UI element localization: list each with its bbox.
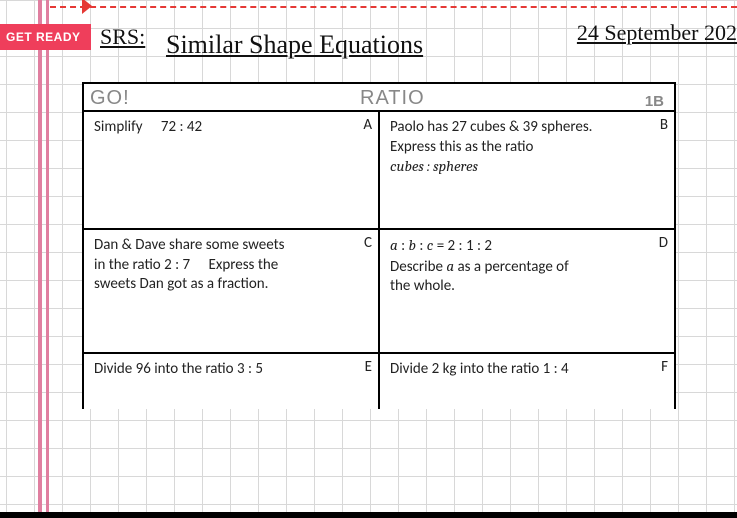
margin-rule-left-2: [46, 0, 49, 518]
cell-letter-a: A: [363, 116, 372, 136]
page-header: SRS: Similar Shape Equations 24 Septembe…: [100, 20, 737, 70]
cell-b: B Paolo has 27 cubes & 39 spheres. Expre…: [379, 111, 675, 229]
bottom-edge: [0, 512, 737, 518]
cell-b-line1: Paolo has 27 cubes & 39 spheres.: [390, 118, 592, 136]
panel-header: GO! RATIO 1B: [82, 82, 676, 110]
cell-letter-c: C: [364, 234, 372, 254]
topic-label: RATIO: [360, 87, 645, 110]
cell-f: F Divide 2 kg into the ratio 1 : 4: [379, 353, 675, 409]
page-title: Similar Shape Equations: [166, 30, 423, 60]
cell-d-line2: Describe a as a percentage of: [390, 258, 569, 276]
cell-b-line2: Express this as the ratio: [390, 138, 533, 156]
cell-c: C Dan & Dave share some sweets in the ra…: [83, 229, 379, 353]
question-panel: GO! RATIO 1B A Simplify 72 : 42 B Paolo …: [82, 82, 676, 409]
red-dashed-arrow-line: [50, 6, 737, 8]
cell-a-text: Simplify 72 : 42: [94, 118, 202, 136]
srs-label: SRS:: [100, 24, 145, 50]
cell-d-line3: the whole.: [390, 277, 455, 295]
cell-a: A Simplify 72 : 42: [83, 111, 379, 229]
cell-e: E Divide 96 into the ratio 3 : 5: [83, 353, 379, 409]
d-line2var: a: [446, 257, 454, 275]
cell-c-line2: in the ratio 2 : 7 Express the: [94, 256, 278, 274]
cell-letter-b: B: [660, 116, 668, 136]
red-arrowhead-icon: [82, 0, 92, 14]
sep2: :: [416, 237, 427, 255]
level-label: 1B: [645, 93, 668, 110]
cell-b-line3: cubes : spheres: [390, 157, 478, 175]
get-ready-badge: GET READY: [0, 24, 91, 50]
cell-e-text: Divide 96 into the ratio 3 : 5: [94, 360, 263, 378]
sep1: :: [398, 237, 409, 255]
cell-letter-e: E: [365, 358, 372, 378]
cell-c-line1: Dan & Dave share some sweets: [94, 236, 285, 254]
go-label: GO!: [90, 87, 360, 110]
page-date: 24 September 202: [577, 20, 737, 46]
cell-c-line3: sweets Dan got as a fraction.: [94, 275, 268, 293]
d-line2b: as a percentage of: [454, 258, 569, 276]
var-b: b: [409, 236, 416, 254]
question-grid: A Simplify 72 : 42 B Paolo has 27 cubes …: [82, 110, 676, 409]
cell-letter-f: F: [661, 358, 668, 378]
expr-eq: = 2 : 1 : 2: [433, 237, 492, 255]
d-line2a: Describe: [390, 258, 446, 276]
margin-rule-left: [38, 0, 42, 518]
cell-d: D a : b : c = 2 : 1 : 2 Describe a as a …: [379, 229, 675, 353]
cell-d-expr: a : b : c = 2 : 1 : 2: [390, 237, 492, 255]
var-a: a: [390, 236, 398, 254]
cell-letter-d: D: [659, 234, 668, 254]
cell-f-text: Divide 2 kg into the ratio 1 : 4: [390, 360, 569, 378]
